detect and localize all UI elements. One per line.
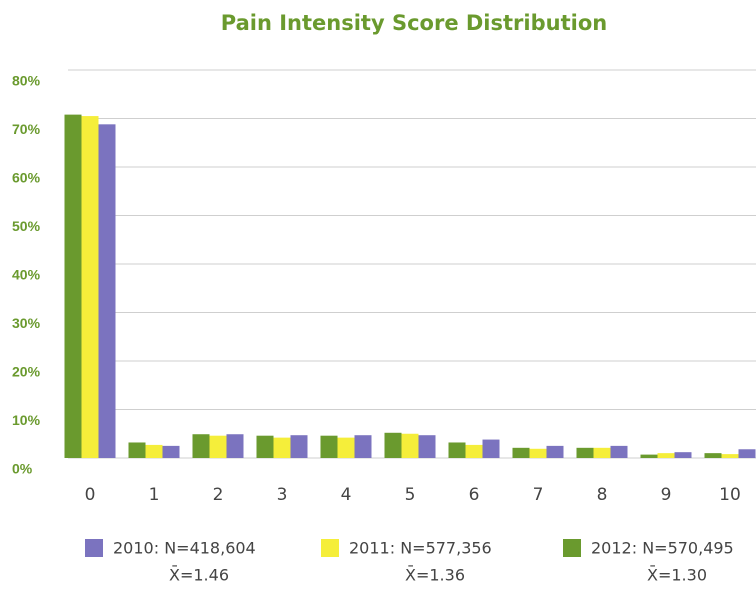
bar xyxy=(256,435,274,458)
bar xyxy=(290,435,308,458)
y-tick-label: 60% xyxy=(12,170,41,186)
x-tick-label: 0 xyxy=(85,485,96,505)
bar xyxy=(418,435,436,458)
bar xyxy=(448,442,466,458)
y-tick-label: 80% xyxy=(12,73,41,89)
bar xyxy=(529,448,547,458)
bar xyxy=(192,434,210,458)
chart-title: Pain Intensity Score Distribution xyxy=(221,11,607,35)
y-tick-label: 40% xyxy=(12,267,41,283)
bar xyxy=(721,454,739,458)
y-tick-label: 30% xyxy=(12,315,41,331)
bar xyxy=(482,439,500,458)
bar xyxy=(337,437,355,458)
x-tick-label: 5 xyxy=(405,485,416,505)
bar xyxy=(593,447,611,458)
legend-swatch xyxy=(85,539,103,557)
x-tick-label: 8 xyxy=(597,485,608,505)
bar xyxy=(64,114,82,459)
bar xyxy=(162,445,180,458)
bar xyxy=(98,124,116,458)
bar xyxy=(738,449,756,458)
y-tick-label: 50% xyxy=(12,218,41,234)
bar xyxy=(657,453,675,458)
legend-label: 2012: N=570,495 xyxy=(591,539,734,558)
x-tick-label: 4 xyxy=(341,485,352,505)
x-tick-label: 6 xyxy=(469,485,480,505)
x-tick-label: 7 xyxy=(533,485,544,505)
bar xyxy=(384,432,402,458)
legend-mean: X̄=1.46 xyxy=(169,566,229,585)
x-tick-label: 1 xyxy=(149,485,160,505)
x-tick-label: 10 xyxy=(719,485,741,505)
bar xyxy=(226,434,244,458)
legend-swatch xyxy=(321,539,339,557)
bar xyxy=(81,116,99,458)
x-tick-label: 3 xyxy=(277,485,288,505)
legend-swatch xyxy=(563,539,581,557)
legend-label: 2010: N=418,604 xyxy=(113,539,256,558)
y-tick-label: 20% xyxy=(12,364,41,380)
bar xyxy=(401,433,419,458)
bar xyxy=(576,447,594,458)
bar xyxy=(610,445,628,458)
bar xyxy=(145,444,163,458)
x-tick-label: 9 xyxy=(661,485,672,505)
bar xyxy=(674,452,692,458)
bar xyxy=(704,453,722,458)
bar xyxy=(546,445,564,458)
bar xyxy=(128,442,146,458)
legend-mean: X̄=1.30 xyxy=(647,566,707,585)
y-tick-label: 10% xyxy=(12,412,41,428)
x-tick-label: 2 xyxy=(213,485,224,505)
y-tick-label: 70% xyxy=(12,121,41,137)
bar xyxy=(209,435,227,458)
bar xyxy=(465,444,483,458)
legend-label: 2011: N=577,356 xyxy=(349,539,492,558)
bar xyxy=(640,454,658,458)
bar xyxy=(320,435,338,458)
bar xyxy=(512,447,530,458)
bar xyxy=(273,437,291,458)
bar xyxy=(354,435,372,458)
legend-mean: X̄=1.36 xyxy=(405,566,465,585)
y-tick-label: 0% xyxy=(12,461,33,477)
